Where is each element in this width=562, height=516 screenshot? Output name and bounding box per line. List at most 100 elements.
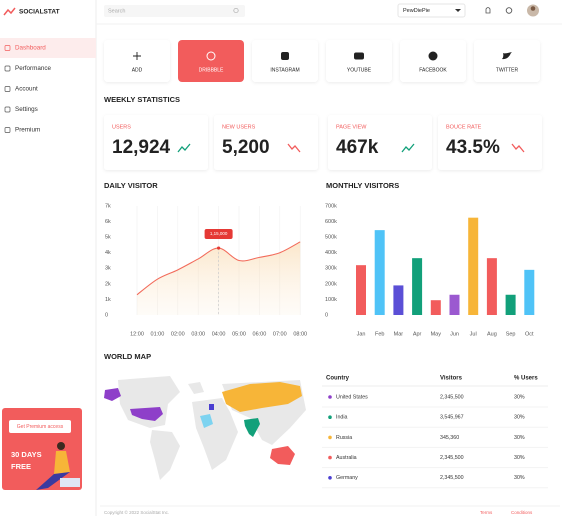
y-tick-label: 3k <box>105 266 111 272</box>
promo-line: FREE <box>11 462 31 471</box>
search-box[interactable] <box>104 5 245 17</box>
stat-card <box>104 115 208 170</box>
nav-icon <box>4 45 11 51</box>
search-placeholder: Search <box>108 8 125 14</box>
social-label: ADD <box>132 67 143 73</box>
x-tick-label: Apr <box>413 331 422 337</box>
x-tick-label: 08:00 <box>293 331 307 337</box>
nav-icon <box>4 127 11 133</box>
map-highlight <box>200 414 213 428</box>
y-tick-label: 0 <box>105 312 108 318</box>
trend-icon <box>287 143 301 153</box>
promo-person-body <box>54 451 70 474</box>
social-label: YOUTUBE <box>347 67 372 73</box>
social-label: DRIBBBLE <box>199 67 224 73</box>
y-tick-label: 200k <box>325 281 337 287</box>
social-icon <box>281 52 289 60</box>
row-dot <box>328 455 332 460</box>
y-tick-label: 0 <box>325 312 328 318</box>
settings-icon[interactable] <box>505 7 513 14</box>
annotation-box <box>204 229 233 240</box>
promo-button[interactable] <box>9 420 71 433</box>
social-icon <box>354 52 364 60</box>
user-name: PewDiePie <box>403 8 430 14</box>
nav-icon <box>4 86 11 92</box>
x-tick-label: Aug <box>487 331 497 337</box>
footer-link[interactable]: Terms <box>480 510 493 515</box>
table-cell: 3,545,967 <box>440 415 464 421</box>
social-card[interactable] <box>104 40 170 82</box>
row-dot <box>328 476 332 480</box>
x-tick-label: Sep <box>506 331 516 337</box>
y-tick-label: 500k <box>325 235 337 241</box>
chart-title: DAILY VISITOR <box>104 181 158 190</box>
y-tick-label: 2k <box>105 281 111 287</box>
table-cell: 2,345,500 <box>440 394 464 400</box>
nav-item[interactable]: Account <box>15 86 38 93</box>
nav-item[interactable]: Premium <box>15 127 40 134</box>
stat-card <box>438 115 542 170</box>
bar <box>430 300 441 315</box>
y-tick-label: 1k <box>105 297 111 303</box>
social-label: FACEBOOK <box>419 67 447 73</box>
social-card[interactable] <box>178 40 244 82</box>
map-country <box>130 407 163 421</box>
nav-icon <box>4 65 11 72</box>
promo-button-text: Get Premium access <box>17 424 64 430</box>
x-tick-label: Jan <box>357 331 366 337</box>
stat-value: 43.5% <box>446 137 500 158</box>
x-tick-label: 05:00 <box>232 331 246 337</box>
section-title: WEEKLY STATISTICS <box>104 95 180 104</box>
table-cell: 30% <box>514 394 525 400</box>
stat-label: NEW USERS <box>222 124 256 130</box>
user-dropdown[interactable] <box>397 3 466 18</box>
line-area <box>137 241 301 315</box>
nav-item[interactable]: Performance <box>15 65 52 72</box>
table-cell: Russia <box>336 435 352 441</box>
social-card[interactable] <box>474 40 540 82</box>
search-icon[interactable] <box>233 7 239 14</box>
annotation-point <box>217 246 221 250</box>
north-america <box>118 376 180 428</box>
table-cell: 345,360 <box>440 435 459 441</box>
chart-title: MONTHLY VISITORS <box>326 181 399 190</box>
annotation-text: 1,15,000 <box>210 231 228 236</box>
notification-icon[interactable] <box>485 7 491 14</box>
y-tick-label: 600k <box>325 219 337 225</box>
social-card[interactable] <box>400 40 466 82</box>
brand-name: SOCIALSTAT <box>19 9 60 16</box>
brand-logo <box>3 7 16 16</box>
social-card[interactable] <box>326 40 392 82</box>
social-icon <box>206 51 216 61</box>
x-tick-label: Jul <box>470 331 477 337</box>
footer-link[interactable]: Conditions <box>511 510 533 515</box>
stat-value: 467k <box>336 137 379 158</box>
x-tick-label: Feb <box>375 331 384 337</box>
social-card[interactable] <box>252 40 318 82</box>
nav-active-bg <box>0 38 96 58</box>
footer-copyright: Copyright © 2022 SocialStat Inc. <box>104 509 169 515</box>
bar <box>412 258 423 315</box>
bar <box>468 217 479 315</box>
table-cell: Germany <box>336 475 358 481</box>
stat-label: PAGE VIEW <box>336 124 367 130</box>
stat-card <box>214 115 318 170</box>
nav-item[interactable]: Dashboard <box>15 45 46 52</box>
nav-icon <box>4 106 11 113</box>
trend-icon <box>511 143 525 153</box>
stat-value: 12,924 <box>112 137 171 158</box>
greenland <box>188 382 204 394</box>
x-tick-label: 04:00 <box>212 331 226 337</box>
nav-item[interactable]: Settings <box>15 106 38 113</box>
social-icon <box>502 52 512 60</box>
map-country <box>104 388 121 401</box>
x-tick-label: 12:00 <box>130 331 144 337</box>
africa-europe <box>192 398 238 470</box>
x-tick-label: Oct <box>525 331 534 337</box>
y-tick-label: 6k <box>105 219 111 225</box>
promo-person-head <box>57 442 65 450</box>
table-cell: 30% <box>514 435 525 441</box>
row-dot <box>328 395 332 399</box>
